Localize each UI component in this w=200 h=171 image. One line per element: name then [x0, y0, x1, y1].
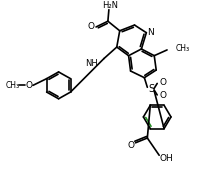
Text: N: N: [147, 28, 154, 37]
Text: O: O: [160, 91, 167, 100]
Text: O: O: [127, 141, 134, 150]
Text: OH: OH: [159, 154, 173, 163]
Text: S: S: [148, 84, 154, 94]
Text: CH₃: CH₃: [176, 44, 190, 54]
Text: O: O: [160, 78, 167, 87]
Text: NH: NH: [85, 59, 98, 68]
Text: H₂N: H₂N: [102, 1, 118, 10]
Text: O: O: [88, 22, 95, 31]
Text: CH₃: CH₃: [5, 81, 19, 90]
Text: O: O: [26, 81, 32, 90]
